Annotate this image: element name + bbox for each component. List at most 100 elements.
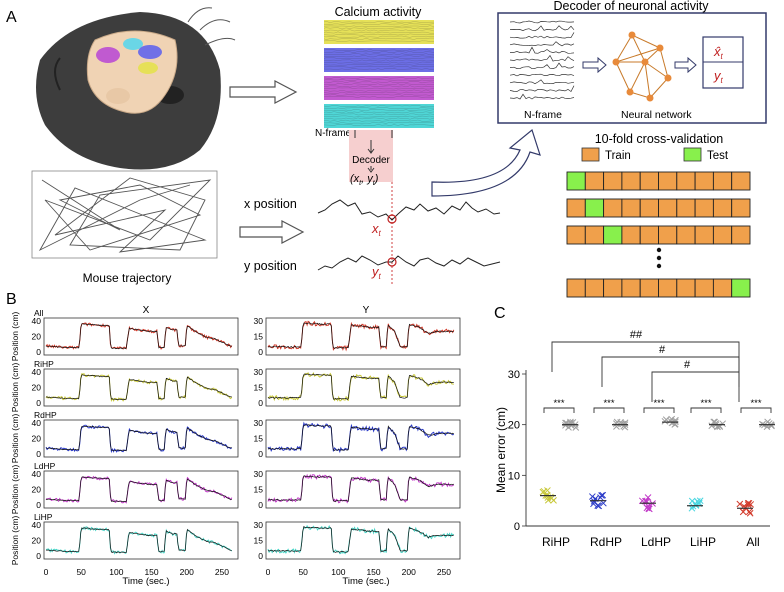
cv-fold-cell	[621, 198, 641, 218]
cv-fold-cell	[676, 278, 696, 298]
y-tick-label: 0	[36, 500, 41, 510]
calcium-trace-line	[323, 49, 435, 51]
y-tick-label: 40	[32, 367, 42, 377]
trace-axes	[265, 368, 461, 407]
decoded-trace	[45, 322, 233, 350]
data-point	[716, 422, 723, 430]
calcium-trace-line	[323, 83, 435, 86]
data-point	[695, 499, 703, 507]
x-tick-label: 0	[44, 567, 49, 577]
cv-fold-cell	[676, 198, 696, 218]
y-tick-label: 40	[32, 316, 42, 326]
trajectory-label: Mouse trajectory	[83, 271, 172, 285]
y-tick-label: 0	[36, 449, 41, 459]
data-point	[764, 418, 771, 426]
cv-fold-cell	[731, 171, 751, 191]
x-axis-label-x: Time (sec.)	[122, 576, 169, 587]
comparison-bracket	[651, 371, 740, 402]
hash2-label: ##	[630, 329, 643, 341]
cv-fold-cell	[694, 278, 714, 298]
trace-axes	[265, 521, 461, 560]
y-tick-label: 20	[508, 420, 520, 432]
cv-fold-cell	[639, 225, 659, 245]
data-point	[688, 497, 696, 505]
neuron-trace	[509, 54, 575, 62]
stars-label: ***	[653, 398, 664, 409]
calcium-trace-line	[323, 79, 435, 82]
calcium-trace-line	[323, 81, 435, 84]
arrow-right-icon	[674, 56, 697, 74]
cv-fold-cell	[621, 225, 641, 245]
data-point	[646, 505, 653, 513]
cv-fold-cell	[712, 171, 733, 191]
position-traces: 0 20 40 0 15 30 All Position (cm) 0 20 40 0 15 30 RiHP…	[10, 308, 461, 577]
cv-fold-cell	[566, 171, 586, 191]
calcium-trace-line	[323, 111, 435, 114]
data-point	[661, 417, 669, 425]
true-yt: yt	[713, 68, 724, 85]
cv-fold-cell	[694, 225, 714, 245]
x-tick-label: 100	[109, 567, 123, 577]
data-point	[589, 493, 596, 500]
cv-fold-cell	[658, 225, 678, 245]
decoder-output: (xt, yt)	[350, 173, 379, 187]
y-axis-label: Position (cm)	[10, 363, 20, 413]
calcium-trace-line	[323, 35, 435, 38]
cv-fold-cell	[621, 278, 641, 298]
neuron-traces	[509, 20, 575, 100]
neuron-trace	[509, 25, 575, 32]
cv-fold-cell	[639, 171, 659, 191]
y-tick-label: 0	[258, 398, 263, 408]
y-tick-label: 15	[254, 536, 264, 546]
data-point	[595, 502, 603, 510]
data-point	[668, 419, 676, 427]
y-axis-label: Position (cm)	[10, 465, 20, 515]
xt-marker	[387, 214, 397, 224]
cv-folds	[566, 171, 751, 298]
trace-axes	[43, 368, 239, 407]
calcium-trace-line	[323, 51, 435, 53]
data-point	[539, 488, 547, 496]
calcium-title: Calcium activity	[335, 5, 423, 19]
x-tick-label: 50	[298, 567, 308, 577]
neuron-trace	[509, 85, 575, 93]
calcium-trace-line	[323, 87, 435, 90]
y-axis-label: Mean error (cm)	[494, 407, 508, 493]
y-position-label: y position	[244, 259, 297, 273]
x-position-label: x position	[244, 197, 297, 211]
calcium-trace-line	[323, 107, 434, 110]
trace-axes	[265, 419, 461, 458]
calcium-traces	[323, 20, 435, 128]
significance-bracket	[740, 407, 772, 413]
y-tick-label: 0	[36, 347, 41, 357]
group-label: RdHP	[590, 535, 622, 549]
decoded-trace	[267, 421, 454, 454]
y-tick-label: 30	[508, 369, 520, 381]
group-label: RiHP	[542, 535, 570, 549]
cv-fold-cell	[676, 225, 696, 245]
cv-fold-cell	[566, 198, 586, 218]
y-axis-label: Position (cm)	[10, 312, 20, 362]
cv-fold-cell	[658, 198, 678, 218]
neuron-trace	[509, 41, 575, 47]
calcium-band	[324, 20, 434, 44]
calcium-trace-line	[323, 61, 435, 64]
x-axis-label-y: Time (sec.)	[342, 576, 389, 587]
stars-label: ***	[700, 398, 711, 409]
cv-fold-cell	[584, 171, 605, 191]
y-tick-label: 30	[254, 520, 264, 530]
actual-trace	[45, 527, 232, 554]
trace-axes	[265, 317, 461, 356]
calcium-band	[324, 76, 434, 100]
y-axis-label: Position (cm)	[10, 414, 20, 464]
x-tick-label: 200	[180, 567, 194, 577]
calcium-trace-line	[323, 93, 435, 96]
trajectory-box	[31, 170, 218, 259]
data-point	[613, 420, 620, 427]
y-tick-label: 15	[254, 383, 264, 393]
decoded-trace	[267, 473, 455, 504]
calcium-trace-line	[323, 85, 435, 88]
yt-marker	[387, 257, 397, 267]
cv-fold-cell	[694, 198, 714, 218]
hash1-label-b: #	[684, 359, 691, 371]
